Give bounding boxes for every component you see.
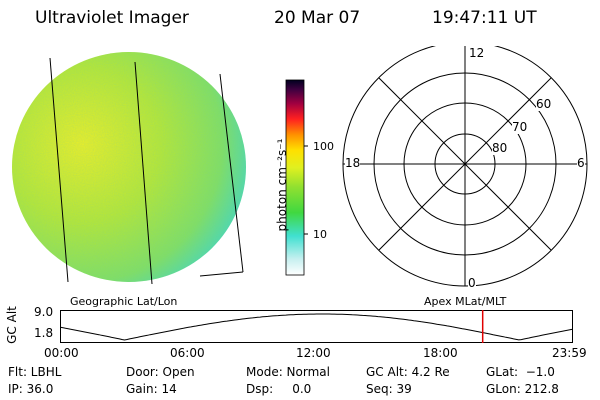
mlt-label-18: 18 [345,156,361,170]
altitude-curve [60,313,573,341]
colorbar-unit-label: photon cm⁻²s⁻¹ [275,138,289,232]
apex-coords-title: Apex MLat/MLT [424,295,507,308]
mlt-label-0: 0 [468,276,476,290]
mlat-label-70: 70 [512,120,528,134]
lon-line [219,73,244,273]
color-bar [285,79,308,276]
orbit-altitude-plot [60,310,573,343]
status-glon: GLon: 212.8 [486,382,559,396]
mlt-label-12: 12 [469,46,485,60]
status-ip: IP: 36.0 [8,382,54,396]
status-filter: Flt: LBHL [8,365,62,379]
status-seq: Seq: 39 [366,382,412,396]
lat-line [199,271,244,277]
lon-line [49,57,69,283]
gc-alt-tick-1-8: 1.8 [34,326,54,340]
mlat-label-60: 60 [536,97,552,111]
time-tick-0600: 06:00 [170,346,205,360]
time-tick-2359: 23:59 [552,346,587,360]
lon-line [134,61,153,285]
uv-disk-noise [12,52,246,282]
status-gc-alt: GC Alt: 4.2 Re [366,365,450,379]
status-door: Door: Open [126,365,195,379]
time-label: 19:47:11 UT [432,8,537,28]
status-mode: Mode: Normal [246,365,330,379]
date-label: 20 Mar 07 [274,8,361,28]
app-title: Ultraviolet Imager [35,8,189,28]
uv-image-panel [12,52,246,285]
status-gain: Gain: 14 [126,382,177,396]
polar-plot [342,46,588,287]
gc-alt-tick-9: 9.0 [34,305,54,319]
mlt-diagonal [378,77,552,251]
status-glat: GLat: −1.0 [486,365,555,379]
mlat-label-80: 80 [492,141,508,155]
time-tick-1800: 18:00 [423,346,458,360]
mlt-label-6: 6 [577,156,585,170]
status-dsp: Dsp: 0.0 [246,382,312,396]
time-tick-1200: 12:00 [296,346,331,360]
colorbar-tick-10: 10 [313,228,327,241]
colorbar-tick-100: 100 [313,140,334,153]
gc-alt-axis-label: GC Alt [5,306,19,344]
time-tick-0000: 00:00 [44,346,79,360]
geo-coords-title: Geographic Lat/Lon [70,295,178,308]
